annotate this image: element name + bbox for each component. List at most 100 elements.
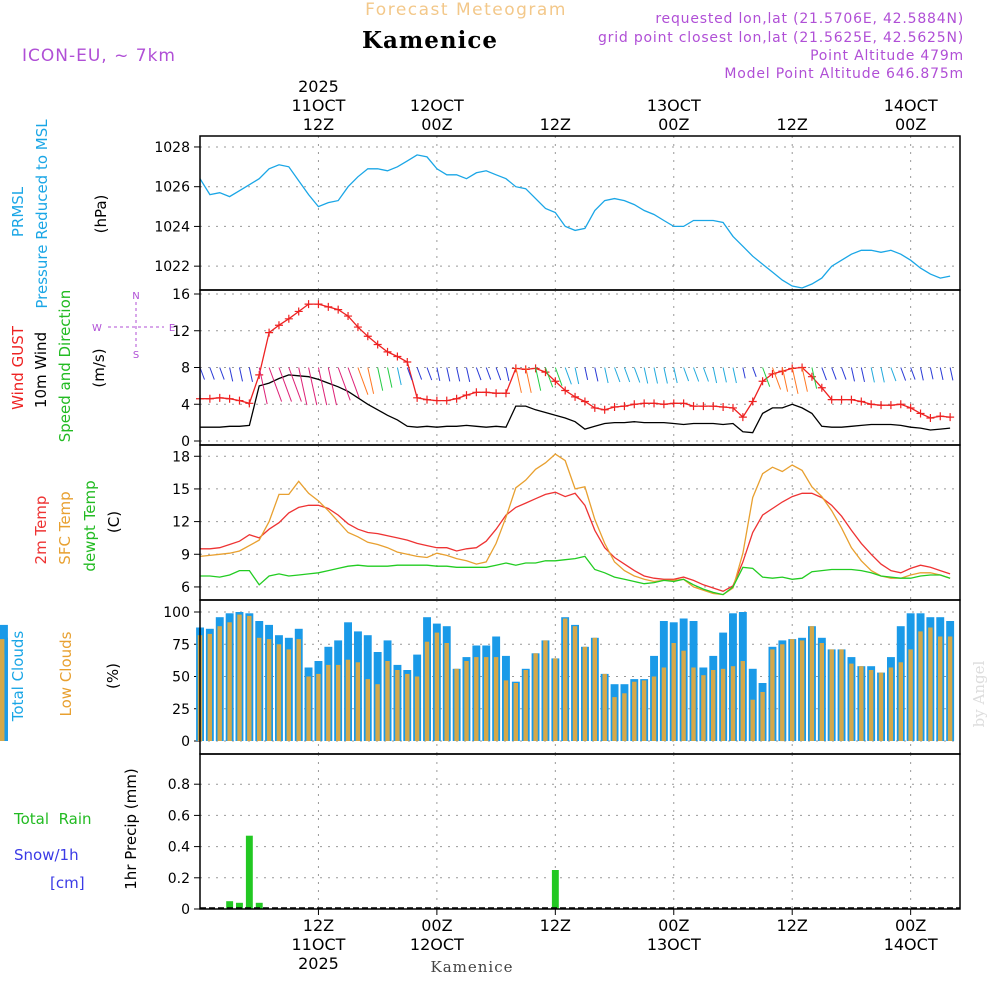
bar-low-clouds (266, 639, 272, 741)
bar-low-clouds (868, 670, 874, 741)
pressure-label-2: Pressure Reduced to MSL (33, 119, 51, 309)
gust-point (245, 399, 254, 408)
wind-direction-arrow (248, 367, 253, 383)
gust-point (265, 328, 274, 337)
precip-snow-unit: [cm] (50, 874, 85, 892)
bar-low-clouds (523, 670, 528, 741)
bar-low-clouds (918, 631, 923, 741)
wind-direction-arrow (515, 367, 522, 393)
series-line-2m-temp (200, 491, 951, 593)
bar-low-clouds (592, 637, 597, 741)
gust-point (719, 403, 728, 412)
y-tick-label: 8 (181, 361, 190, 377)
wind-direction-arrow (564, 367, 572, 385)
wind-direction-arrow (446, 367, 451, 382)
bar-low-clouds (740, 661, 745, 741)
gust-point (867, 400, 876, 409)
compass-w: W (92, 323, 102, 334)
bar-total-rain (255, 902, 263, 909)
wind-direction-arrow (693, 367, 700, 382)
top-time-label: 11OCT (291, 96, 345, 115)
grid-point: grid point closest lon,lat (21.5625E, 42… (598, 30, 964, 46)
gust-point (571, 392, 580, 401)
bar-low-clouds (484, 657, 489, 741)
bar-low-clouds (503, 680, 509, 741)
y-tick-label: 25 (172, 702, 190, 718)
wind-direction-arrow (880, 367, 885, 383)
compass-s: S (133, 350, 139, 361)
wind-direction-arrow (436, 367, 441, 382)
wind-direction-arrow (495, 367, 502, 381)
wind-direction-arrow (920, 367, 924, 381)
wind-direction-arrow (781, 367, 789, 392)
wind-direction-arrow (406, 367, 413, 381)
wind-gust-label: Wind GUST (9, 325, 27, 410)
wind-direction-arrow (229, 367, 234, 382)
gust-point (482, 388, 491, 397)
wind-direction-arrow (633, 367, 641, 383)
bottom-time-label: 12OCT (410, 935, 464, 954)
temp-unit: (C) (105, 511, 123, 533)
bar-low-clouds (444, 643, 449, 741)
bar-low-clouds (424, 641, 430, 741)
wind-direction-arrow (466, 367, 471, 383)
bar-low-clouds (878, 672, 884, 741)
wind-direction-arrow (771, 367, 782, 390)
wind-direction-arrow (841, 367, 847, 380)
y-tick-label: 12 (172, 324, 190, 340)
gust-point (610, 403, 619, 412)
gust-point (274, 321, 283, 330)
gust-point (620, 402, 629, 411)
bar-low-clouds (286, 649, 291, 741)
gust-point (363, 332, 372, 341)
y-tick-label: 1024 (154, 219, 190, 235)
wind-direction-arrow (357, 367, 369, 395)
bar-low-clouds (227, 622, 232, 741)
pressure-label-1: PRMSL (9, 186, 27, 237)
bar-low-clouds (612, 697, 617, 741)
pressure-unit: (hPa) (92, 195, 110, 234)
gust-point (334, 305, 343, 314)
bar-low-clouds (493, 657, 499, 741)
wind-direction-arrow (288, 367, 302, 402)
gust-point (235, 396, 244, 405)
wind-direction-arrow (574, 367, 580, 385)
wind-direction-arrow (426, 367, 433, 381)
temp-sfc-label: SFC Temp (56, 491, 74, 564)
bottom-time-label: 12Z (540, 916, 571, 935)
gust-point (886, 401, 895, 410)
gust-point (304, 300, 313, 309)
wind-direction-arrow (505, 367, 510, 382)
wind-direction-arrow (594, 367, 599, 382)
series-line-sfc-temp (199, 453, 951, 596)
compass-e: E (169, 323, 175, 334)
gust-point (748, 397, 757, 406)
bar-low-clouds (681, 650, 686, 741)
wind-direction-arrow (900, 367, 907, 381)
bottom-time-label: 2025 (298, 954, 339, 973)
bar-low-clouds (661, 667, 667, 741)
wind-direction-arrow (298, 367, 308, 406)
bar-low-clouds (533, 653, 538, 741)
gust-point (857, 397, 866, 406)
wind-direction-arrow (347, 367, 360, 399)
clouds-unit: (%) (104, 663, 122, 689)
bottom-time-label: 14OCT (884, 935, 938, 954)
gust-point (373, 340, 382, 349)
wind-direction-arrow (850, 367, 855, 382)
y-tick-label: 16 (172, 287, 190, 303)
wind-direction-arrow (614, 367, 621, 383)
bar-low-clouds (247, 615, 252, 741)
bar-low-clouds (434, 632, 440, 741)
wind-direction-arrow (870, 367, 875, 383)
wind-direction-arrow (238, 367, 243, 382)
y-tick-label: 6 (181, 580, 190, 596)
y-tick-label: 12 (172, 515, 190, 531)
wind-direction-arrow (752, 367, 757, 377)
bar-low-clouds (770, 649, 775, 741)
gust-point (926, 414, 935, 423)
wind-direction-arrow (377, 367, 384, 391)
bar-low-clouds (316, 673, 321, 741)
wind-10m-label: 10m Wind (32, 332, 50, 408)
